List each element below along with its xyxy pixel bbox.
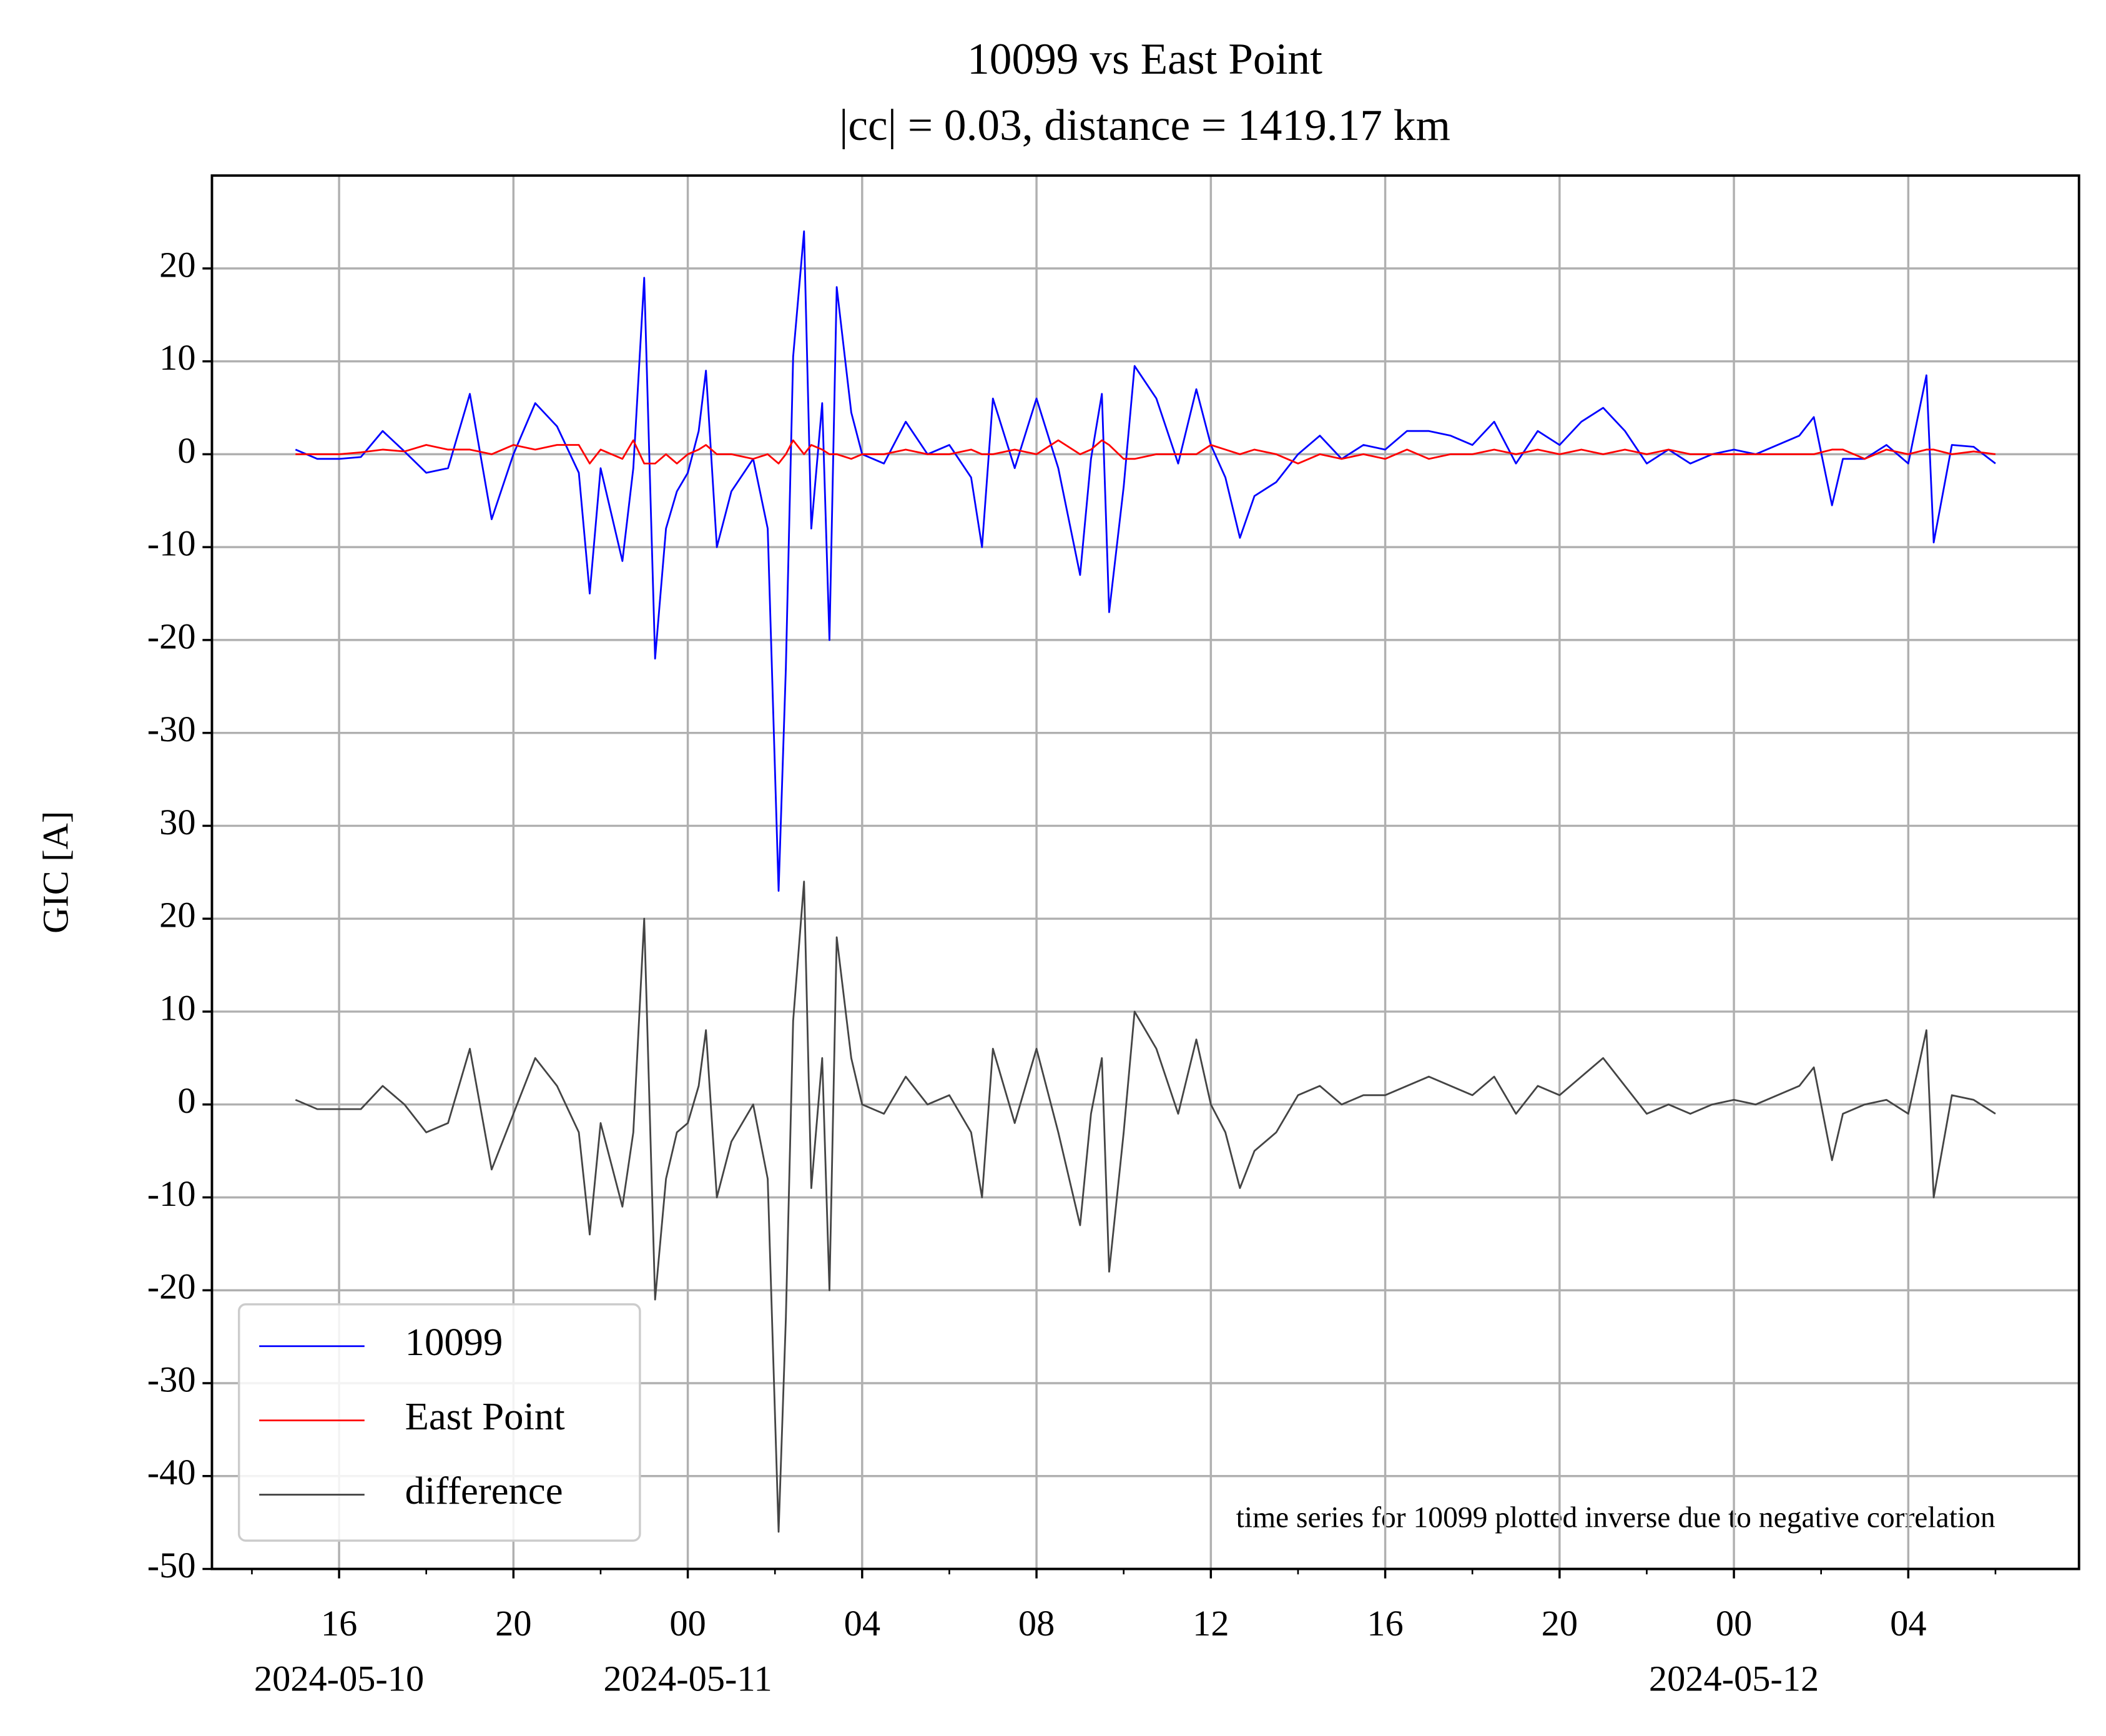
y-tick-label: 0 <box>177 430 195 471</box>
series-line <box>295 880 1996 1533</box>
y-axis-label: GIC [A] <box>36 811 76 934</box>
y-tick-label: 0 <box>177 1080 195 1121</box>
y-tick-label: 10 <box>159 337 195 378</box>
x-tick-label: 04 <box>1890 1603 1926 1644</box>
y-tick-label: 20 <box>159 244 195 285</box>
x-tick-label: 00 <box>669 1603 706 1644</box>
legend-label: 10099 <box>405 1320 503 1364</box>
y-tick-label: -30 <box>147 709 196 749</box>
x-date-label: 2024-05-12 <box>1649 1659 1819 1699</box>
chart-subtitle: |cc| = 0.03, distance = 1419.17 km <box>839 101 1450 150</box>
x-date-label: 2024-05-11 <box>604 1659 772 1699</box>
legend-box <box>237 1303 641 1542</box>
x-tick-label: 16 <box>1367 1603 1403 1644</box>
y-tick-label: 20 <box>159 895 195 935</box>
y-tick-label: -10 <box>147 1173 196 1214</box>
series-line <box>295 230 1996 892</box>
chart-title: 10099 vs East Point <box>967 34 1322 84</box>
legend: 10099 East Point difference <box>237 1303 641 1542</box>
y-tick-label: -10 <box>147 523 196 564</box>
y-tick-label: -20 <box>147 616 196 656</box>
y-tick-label: -30 <box>147 1359 196 1399</box>
legend-label: difference <box>405 1469 563 1512</box>
x-tick-label: 04 <box>844 1603 880 1644</box>
y-tick-label: 10 <box>159 987 195 1028</box>
x-tick-label: 20 <box>1542 1603 1578 1644</box>
x-tick-label: 20 <box>495 1603 531 1644</box>
x-tick-label: 08 <box>1018 1603 1055 1644</box>
x-tick-label: 00 <box>1716 1603 1752 1644</box>
x-date-label: 2024-05-10 <box>254 1659 424 1699</box>
plot-frame <box>210 174 2080 1571</box>
x-tick-label: 16 <box>321 1603 357 1644</box>
y-tick-label: 30 <box>159 802 195 842</box>
y-tick-label: -40 <box>147 1452 196 1492</box>
y-tick-label: -50 <box>147 1545 196 1586</box>
legend-label: East Point <box>405 1394 566 1438</box>
annotation: time series for 10099 plotted inverse du… <box>1236 1502 1995 1534</box>
y-tick-label: -20 <box>147 1266 196 1307</box>
x-tick-label: 12 <box>1193 1603 1229 1644</box>
series-line <box>295 439 1996 465</box>
